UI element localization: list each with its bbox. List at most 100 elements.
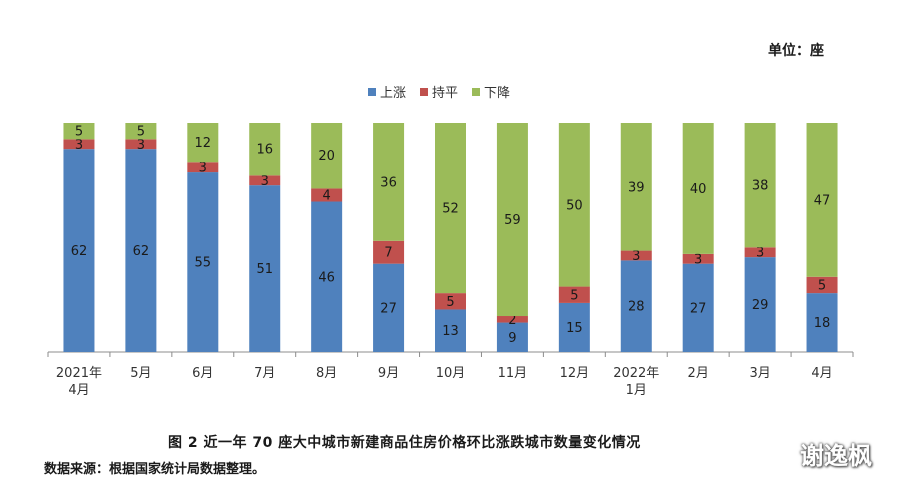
data-label-flat: 3 [75, 138, 83, 153]
bar-segment-flat [435, 293, 466, 310]
bar-segment-flat [187, 162, 219, 173]
data-label-flat: 3 [632, 249, 640, 264]
bar-segment-down [63, 123, 95, 140]
bar-segment-flat [249, 175, 281, 186]
x-tick-label: 4月 [811, 366, 832, 381]
data-label-up: 51 [256, 262, 273, 277]
data-label-down: 20 [318, 149, 335, 164]
data-label-up: 46 [318, 270, 335, 285]
legend-swatch-down [472, 87, 481, 96]
bar-segment-down [373, 123, 405, 241]
figure-caption: 图 2 近一年 70 座大中城市新建商品住房价格环比涨跌城市数量变化情况 [168, 435, 641, 451]
bar-segment-flat [620, 250, 652, 261]
x-tick-label: 3月 [749, 366, 770, 381]
legend-swatch-up [368, 87, 376, 96]
x-tick-label: 9月 [378, 366, 399, 381]
data-label-flat: 5 [818, 278, 826, 293]
x-tick-label: 2022年 [613, 366, 659, 381]
bar-segment-up [125, 149, 157, 352]
bar-segment-up [435, 309, 466, 352]
bar-segment-up [187, 172, 219, 352]
data-label-down: 52 [442, 202, 459, 217]
data-label-flat: 3 [137, 138, 145, 153]
data-label-up: 62 [71, 244, 88, 259]
data-label-up: 27 [380, 301, 397, 316]
bar-segment-up [682, 263, 714, 352]
data-label-flat: 7 [384, 246, 392, 261]
data-label-up: 55 [195, 256, 212, 271]
data-label-flat: 5 [570, 288, 578, 303]
data-label-down: 36 [380, 175, 397, 190]
bar-segment-flat [125, 139, 157, 150]
x-tick-label: 11月 [498, 366, 528, 381]
data-label-flat: 5 [446, 295, 454, 310]
bar-segment-down [620, 123, 652, 251]
bar-segment-up [744, 257, 776, 352]
bar-segment-flat [744, 247, 776, 258]
bar-segment-down [682, 123, 714, 254]
data-label-up: 13 [442, 324, 459, 339]
data-label-up: 62 [133, 244, 150, 259]
bar-segment-down [187, 123, 219, 163]
bar-segment-flat [558, 286, 590, 303]
x-tick-label: 1月 [626, 383, 647, 398]
legend-item-flat: 持平 [420, 82, 458, 101]
bar-segment-up [373, 263, 405, 352]
data-label-down: 47 [814, 193, 831, 208]
x-tick-label: 5月 [130, 366, 151, 381]
bar-segment-flat [682, 253, 714, 264]
bar-segment-down [435, 123, 466, 294]
x-tick-label: 8月 [316, 366, 337, 381]
data-label-down: 38 [752, 179, 769, 194]
data-label-flat: 3 [199, 161, 207, 176]
bar-segment-up [496, 322, 528, 352]
bar-segment-down [249, 123, 281, 176]
bar-segment-flat [806, 276, 838, 294]
legend-item-up: 上涨 [368, 82, 406, 101]
bar-segment-down [744, 123, 776, 248]
bar-segment-down [496, 123, 528, 317]
x-tick-label: 4月 [68, 383, 89, 398]
unit-label: 单位：座 [768, 43, 824, 59]
x-tick-label: 10月 [436, 366, 466, 381]
data-label-up: 27 [690, 301, 707, 316]
x-tick-label: 7月 [254, 366, 275, 381]
data-label-down: 12 [195, 136, 212, 151]
data-label-up: 28 [628, 300, 645, 315]
bar-segment-up [249, 185, 281, 352]
data-label-down: 5 [75, 125, 83, 140]
data-label-up: 18 [814, 316, 831, 331]
data-label-up: 9 [508, 331, 516, 346]
data-label-flat: 2 [508, 313, 516, 328]
bar-segment-flat [373, 240, 405, 264]
data-label-down: 39 [628, 180, 645, 195]
data-label-down: 59 [504, 213, 521, 228]
bar-segment-down [311, 123, 343, 189]
legend-label-up: 上涨 [380, 86, 407, 101]
bar-segment-down [806, 123, 838, 277]
bar-segment-up [620, 260, 652, 352]
watermark-text: 谢逸枫 [800, 441, 872, 470]
data-label-flat: 4 [323, 188, 331, 203]
bar-segment-down [558, 123, 590, 287]
legend-label-down: 下降 [484, 86, 511, 101]
data-label-down: 16 [256, 143, 273, 158]
bar-segment-up [558, 302, 590, 352]
data-label-up: 29 [752, 298, 769, 313]
bar-segment-flat [311, 188, 343, 202]
data-label-down: 50 [566, 198, 583, 213]
data-label-down: 5 [137, 125, 145, 140]
data-source-note: 数据来源：根据国家统计局数据整理。 [44, 462, 266, 477]
legend-swatch-flat [420, 87, 429, 96]
chart-legend: 上涨 持平 下降 [368, 82, 510, 101]
data-label-down: 40 [690, 182, 707, 197]
x-tick-label: 12月 [560, 366, 590, 381]
data-label-flat: 3 [756, 246, 764, 261]
legend-item-down: 下降 [472, 82, 510, 101]
x-tick-label: 2021年 [56, 366, 102, 381]
bar-segment-up [63, 149, 95, 352]
bar-segment-up [311, 201, 343, 352]
bar-segment-flat [63, 139, 95, 150]
data-label-up: 15 [566, 321, 583, 336]
